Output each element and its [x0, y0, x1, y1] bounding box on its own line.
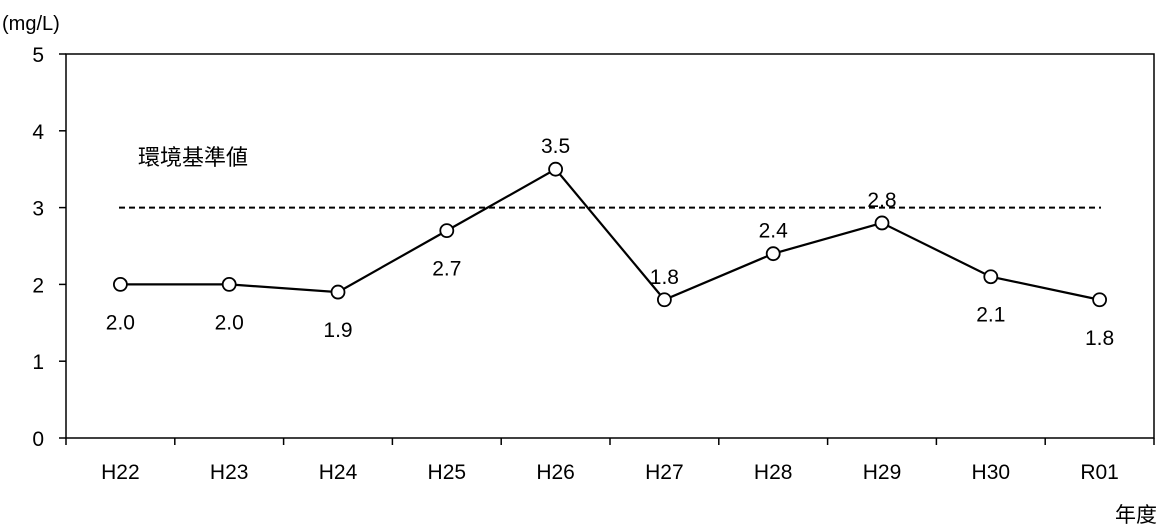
- data-label: 1.8: [650, 266, 679, 289]
- reference-line-label: 環境基準値: [138, 145, 248, 170]
- data-point: [439, 223, 455, 239]
- data-point: [874, 215, 890, 231]
- x-tick-label: H26: [536, 461, 575, 484]
- data-label: 2.0: [106, 311, 135, 334]
- data-point: [983, 269, 999, 285]
- x-tick-label: H22: [101, 461, 140, 484]
- y-tick-label: 5: [32, 44, 44, 67]
- chart-marks: 0 1 2 3 4 5 H22 H23 H24 H25 H26 H27 H28 H29 H30 R01 2.0 2…: [32, 44, 1155, 484]
- data-point: [221, 276, 237, 292]
- data-point: [113, 276, 128, 292]
- y-tick-label: 2: [32, 274, 44, 297]
- series-line: [120, 167, 1100, 302]
- x-tick-label: H23: [210, 461, 249, 484]
- x-tick-label: H29: [863, 461, 902, 484]
- data-label: 2.0: [215, 311, 244, 334]
- x-tick-label: H25: [428, 461, 467, 484]
- plot-frame: [65, 53, 1155, 439]
- data-label: 1.9: [323, 319, 352, 342]
- data-label: 2.8: [867, 189, 896, 212]
- y-tick-label: 1: [32, 351, 44, 374]
- y-tick-label: 0: [32, 428, 44, 451]
- x-tick-label: H30: [972, 461, 1011, 484]
- y-axis-unit-label: (mg/L): [2, 13, 60, 35]
- data-label: 3.5: [541, 135, 570, 158]
- y-tick-label: 3: [32, 198, 44, 221]
- data-label: 2.4: [759, 220, 789, 243]
- data-label: 2.1: [976, 304, 1005, 327]
- data-point: [548, 161, 563, 177]
- x-tick-label: R01: [1080, 461, 1119, 484]
- x-tick-label: H24: [319, 461, 358, 484]
- x-tick-label: H28: [754, 461, 793, 484]
- x-tick-label: H27: [645, 461, 684, 484]
- data-point: [1092, 292, 1107, 308]
- data-point: [657, 292, 672, 308]
- data-label: 2.7: [432, 258, 461, 281]
- data-point: [330, 284, 346, 300]
- data-point: [765, 246, 781, 262]
- data-label: 1.8: [1085, 327, 1114, 350]
- x-axis-title: 年度: [1115, 504, 1157, 527]
- y-tick-label: 4: [32, 121, 44, 144]
